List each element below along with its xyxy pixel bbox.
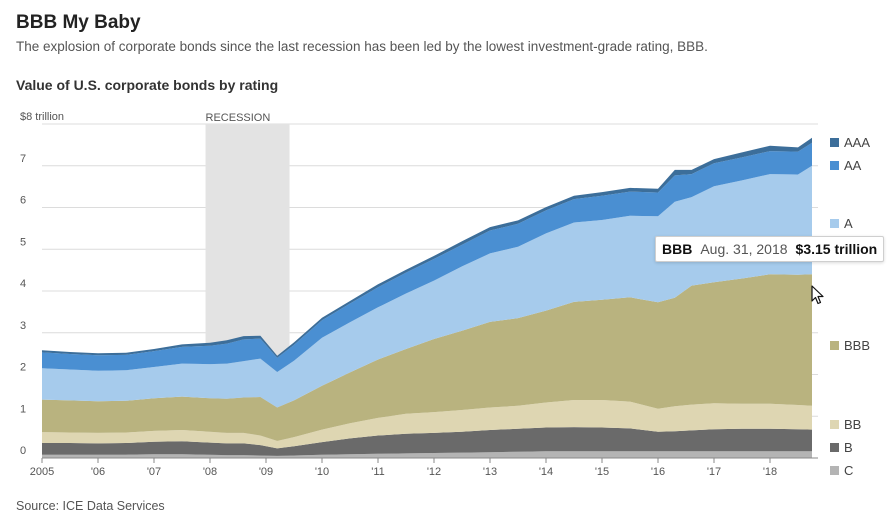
legend-label-a: A [844, 216, 853, 231]
x-tick-label: '07 [147, 466, 161, 478]
y-tick-label: 6 [20, 195, 26, 207]
legend-label-bbb: BBB [844, 338, 870, 353]
x-tick-label: 2005 [30, 466, 54, 478]
x-tick-label: '10 [315, 466, 329, 478]
axis-layer: 0 1 2 3 4 5 6 7 $8 trillion 2005 '06 '07 '08 '09 '10 '1… [20, 111, 818, 478]
y-tick-label: 1 [20, 403, 26, 415]
x-tick-label: '12 [427, 466, 441, 478]
area-layer [42, 137, 812, 458]
y-tick-label: 5 [20, 236, 26, 248]
page-title: BBB My Baby [16, 12, 141, 33]
legend-label-c: C [844, 463, 853, 478]
tooltip: BBB Aug. 31, 2018 $3.15 trillion [655, 236, 885, 262]
x-tick-label: '11 [371, 466, 385, 478]
y-tick-label: 4 [20, 278, 26, 290]
y-tick-label: 0 [20, 445, 26, 457]
y-tick-label: $8 trillion [20, 111, 64, 123]
x-tick-label: '16 [651, 466, 665, 478]
legend-swatch-a [830, 219, 839, 228]
x-tick-label: '06 [91, 466, 105, 478]
area-aaa [42, 137, 812, 358]
legend-label-bb: BB [844, 417, 861, 432]
mouse-pointer-icon [811, 285, 824, 305]
x-tick-label: '15 [595, 466, 609, 478]
area-b [42, 427, 812, 456]
legend-swatch-c [830, 466, 839, 475]
area-c [42, 451, 812, 458]
area-a [42, 165, 812, 408]
area-bb [42, 400, 812, 449]
tooltip-series: BBB [662, 241, 693, 257]
legend-swatch-aa [830, 161, 839, 170]
y-tick-label: 3 [20, 320, 26, 332]
x-tick-label: '09 [259, 466, 273, 478]
chart-title: Value of U.S. corporate bonds by rating [16, 77, 279, 93]
legend-swatch-b [830, 443, 839, 452]
legend-label-b: B [844, 440, 853, 455]
y-tick-label: 7 [20, 153, 26, 165]
y-tick-label: 2 [20, 362, 26, 374]
source-note: Source: ICE Data Services [16, 499, 165, 513]
page-subtitle: The explosion of corporate bonds since t… [16, 39, 708, 54]
legend-label-aa: AA [844, 158, 862, 173]
area-bbb [42, 274, 812, 441]
x-tick-label: '08 [203, 466, 217, 478]
x-tick-label: '18 [763, 466, 777, 478]
recession-label: RECESSION [206, 112, 271, 124]
legend-swatch-aaa [830, 138, 839, 147]
legend-label-aaa: AAA [844, 135, 870, 150]
tooltip-date: Aug. 31, 2018 [700, 241, 788, 257]
area-aa [42, 142, 812, 372]
tooltip-value: $3.15 trillion [795, 241, 878, 257]
legend-swatch-bb [830, 420, 839, 429]
x-tick-label: '17 [707, 466, 721, 478]
legend-swatch-bbb [830, 341, 839, 350]
x-tick-label: '14 [539, 466, 553, 478]
x-tick-label: '13 [483, 466, 497, 478]
